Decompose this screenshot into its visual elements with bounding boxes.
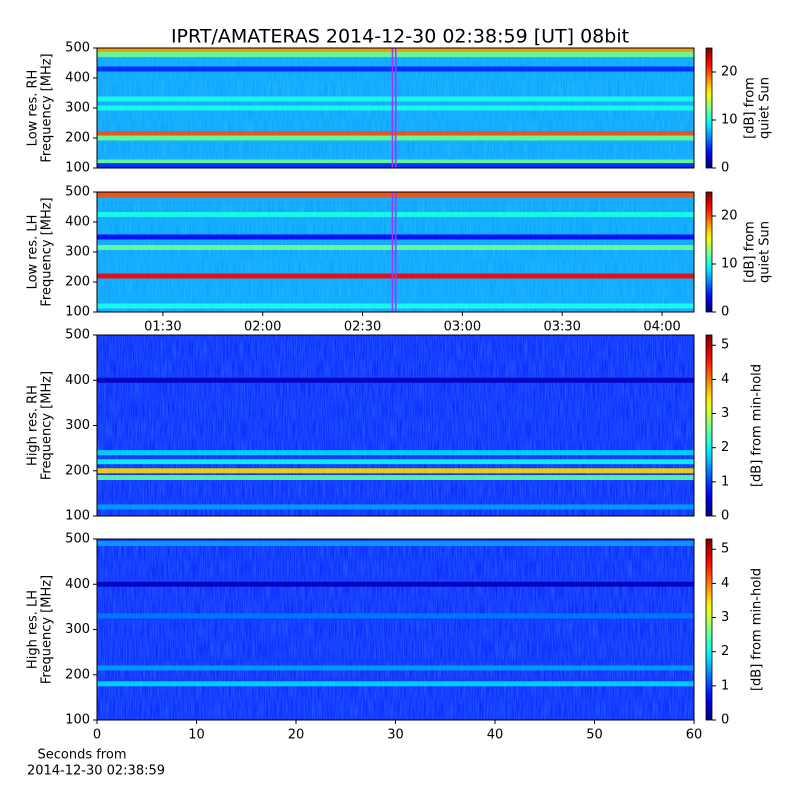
colorbar-tick-label: 1	[721, 474, 729, 489]
x-tick-label: 30	[387, 728, 404, 743]
y-axis-label: Frequency [MHz]	[40, 575, 55, 684]
colorbar-label: [dB] from	[743, 221, 758, 283]
y-axis-label: High res. RH	[26, 385, 41, 466]
colorbar-tick-label: 10	[721, 113, 738, 128]
colorbar-tick-label: 10	[721, 257, 738, 272]
y-tick-label: 300	[65, 418, 90, 433]
x-tick-label: 0	[93, 728, 101, 743]
colorbar-tick-label: 1	[721, 678, 729, 693]
y-axis-label: Low res. RH	[26, 70, 41, 147]
x-tick-label: 03:00	[444, 320, 481, 335]
x-tick-label: 20	[288, 728, 305, 743]
colorbar	[705, 47, 713, 169]
x-tick-label: 60	[686, 728, 703, 743]
colorbar-tick-label: 5	[721, 542, 729, 557]
colorbar-tick-label: 20	[721, 209, 738, 224]
y-tick-label: 500	[65, 185, 90, 200]
colorbar-label: quiet Sun	[758, 221, 773, 283]
colorbar	[705, 191, 713, 313]
colorbar-tick-label: 0	[721, 509, 729, 524]
y-tick-label: 500	[65, 41, 90, 56]
colorbar-label: [dB] from	[743, 77, 758, 139]
x-tick-label: 03:30	[543, 320, 580, 335]
colorbar-tick-label: 0	[721, 713, 729, 728]
x-tick-label: 02:00	[244, 320, 281, 335]
x-axis-label: Seconds from	[37, 748, 126, 763]
y-tick-label: 300	[65, 245, 90, 260]
chart-title: IPRT/AMATERAS 2014-12-30 02:38:59 [UT] 0…	[171, 26, 629, 48]
colorbar-tick-label: 2	[721, 644, 729, 659]
x-tick-label: 02:30	[344, 320, 381, 335]
y-tick-label: 100	[65, 161, 90, 176]
y-tick-label: 400	[65, 215, 90, 230]
colorbar-tick-label: 4	[721, 576, 729, 591]
heatmap-texture	[97, 539, 694, 720]
band	[97, 665, 694, 671]
band	[97, 504, 694, 510]
colorbar-label: quiet Sun	[758, 77, 773, 139]
colorbar-tick-label: 3	[721, 406, 729, 421]
colorbar-tick-label: 0	[721, 161, 729, 176]
y-tick-label: 300	[65, 622, 90, 637]
y-tick-label: 200	[65, 667, 90, 682]
y-tick-label: 100	[65, 305, 90, 320]
colorbar-tick-label: 5	[721, 338, 729, 353]
y-axis-label: Frequency [MHz]	[40, 197, 55, 306]
y-tick-label: 100	[65, 713, 90, 728]
band	[97, 475, 694, 481]
band	[97, 377, 694, 383]
colorbar-tick-label: 4	[721, 372, 729, 387]
y-tick-label: 500	[65, 532, 90, 547]
colorbar	[705, 538, 713, 721]
y-axis-label: High res. LH	[26, 590, 41, 669]
y-tick-label: 400	[65, 577, 90, 592]
colorbar-tick-label: 3	[721, 610, 729, 625]
y-tick-label: 200	[65, 275, 90, 290]
colorbar-label: [dB] from min-hold	[750, 568, 765, 691]
band	[97, 541, 694, 547]
band	[97, 613, 694, 619]
colorbar	[705, 334, 713, 517]
colorbar-label: [dB] from min-hold	[750, 364, 765, 487]
y-axis-label: Frequency [MHz]	[40, 371, 55, 480]
colorbar-tick-label: 20	[721, 65, 738, 80]
x-tick-label: 10	[188, 728, 205, 743]
x-axis-label: 2014-12-30 02:38:59	[27, 764, 165, 779]
x-tick-label: 50	[586, 728, 603, 743]
x-tick-label: 01:30	[144, 320, 181, 335]
y-tick-label: 400	[65, 71, 90, 86]
y-tick-label: 100	[65, 509, 90, 524]
y-tick-label: 200	[65, 131, 90, 146]
y-axis-label: Frequency [MHz]	[40, 53, 55, 162]
colorbar-tick-label: 2	[721, 440, 729, 455]
colorbar-tick-label: 0	[721, 305, 729, 320]
band	[97, 681, 694, 687]
y-axis-label: Low res. LH	[26, 215, 41, 290]
band	[97, 450, 694, 456]
y-tick-label: 400	[65, 373, 90, 388]
band	[97, 581, 694, 587]
y-tick-label: 300	[65, 101, 90, 116]
y-tick-label: 500	[65, 328, 90, 343]
band	[97, 459, 694, 465]
x-tick-label: 04:00	[643, 320, 680, 335]
y-tick-label: 200	[65, 463, 90, 478]
x-tick-label: 40	[487, 728, 504, 743]
heatmap-texture	[97, 335, 694, 516]
band	[97, 468, 694, 474]
